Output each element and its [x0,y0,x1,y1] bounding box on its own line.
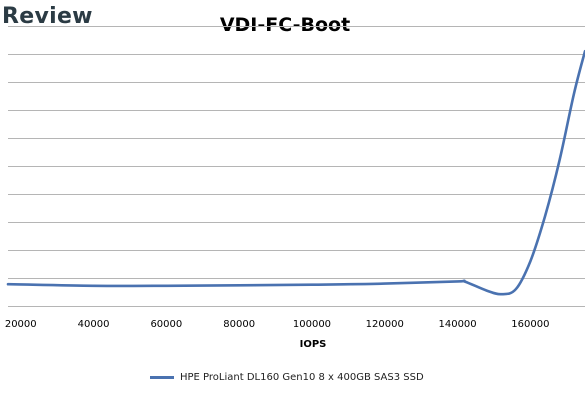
chart-title: VDI-FC-Boot [219,14,351,36]
x-tick-label: 160000 [511,319,549,330]
gridlines [8,26,585,307]
x-tick-label: 120000 [366,319,404,330]
x-tick-label: 40000 [78,319,110,330]
review-watermark: Review [2,4,93,29]
x-tick-label: 60000 [150,319,182,330]
x-tick-labels: 20000 40000 60000 80000 100000 120000 140000 16… [5,319,550,330]
x-axis-title: IOPS [300,339,327,350]
x-tick-label: 20000 [5,319,37,330]
x-tick-label: 100000 [293,319,331,330]
x-tick-label: 140000 [438,319,476,330]
legend-label: HPE ProLiant DL160 Gen10 8 x 400GB SAS3 … [180,372,424,383]
legend: HPE ProLiant DL160 Gen10 8 x 400GB SAS3 … [150,372,424,383]
x-tick-label: 80000 [223,319,255,330]
series-line [6,49,585,296]
legend-swatch [150,376,174,379]
